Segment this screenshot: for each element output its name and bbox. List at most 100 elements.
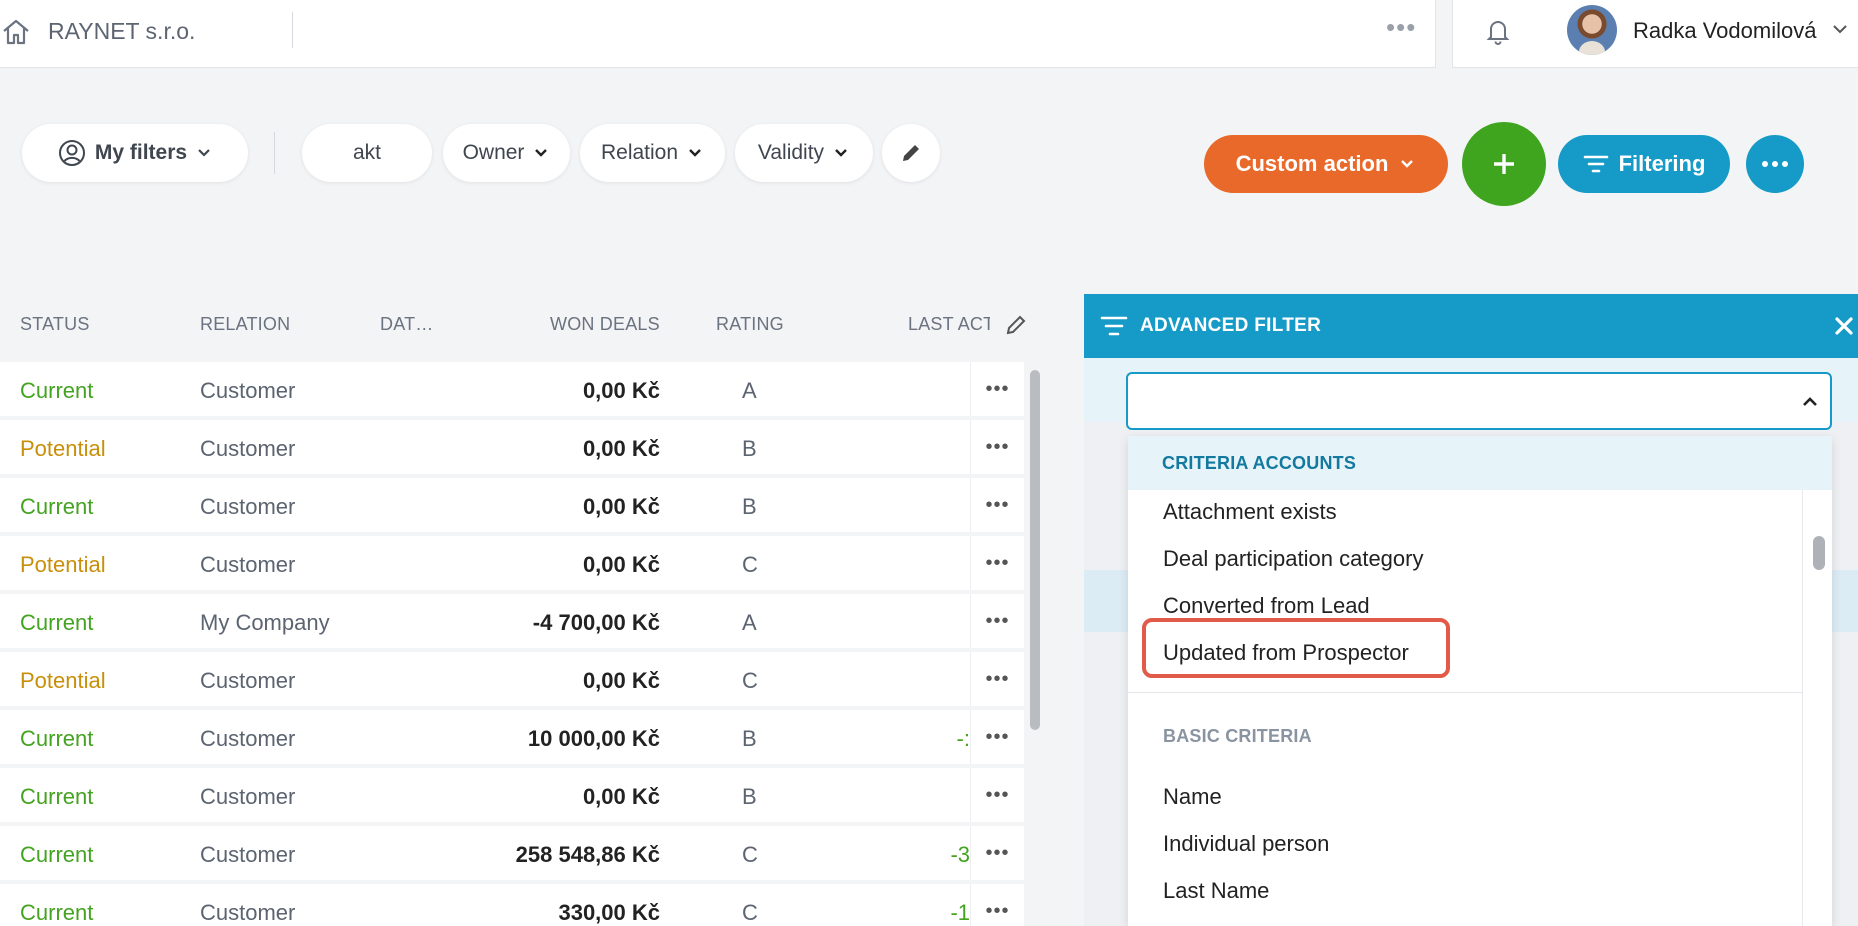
option-individual-person[interactable]: Individual person bbox=[1163, 831, 1330, 856]
column-relation[interactable]: RELATION bbox=[200, 314, 291, 334]
column-rating[interactable]: RATING bbox=[716, 314, 784, 334]
row-more-button[interactable]: ••• bbox=[970, 768, 1024, 822]
won-deals-cell: 0,00 Kč bbox=[582, 378, 660, 403]
rating-cell: A bbox=[742, 378, 757, 403]
divider bbox=[292, 12, 293, 48]
dropdown-scrollbar[interactable] bbox=[1802, 490, 1832, 926]
validity-filter[interactable]: Validity bbox=[735, 124, 873, 182]
last-activity-cell: -1 bbox=[950, 900, 970, 925]
rating-cell: B bbox=[742, 726, 757, 751]
table-row[interactable]: Current Customer 258 548,86 Kč C -3 ••• bbox=[0, 826, 1024, 880]
option-attachment-exists[interactable]: Attachment exists bbox=[1163, 499, 1337, 524]
relation-cell: My Company bbox=[200, 610, 330, 635]
rating-cell: C bbox=[742, 842, 758, 867]
user-bar: Radka Vodomilová bbox=[1452, 0, 1858, 68]
table-row[interactable]: Current Customer 0,00 Kč B ••• bbox=[0, 478, 1024, 532]
won-deals-cell: 10 000,00 Kč bbox=[527, 726, 660, 751]
more-icon bbox=[1762, 161, 1788, 167]
table-row[interactable]: Current My Company -4 700,00 Kč A ••• bbox=[0, 594, 1024, 648]
won-deals-cell: 0,00 Kč bbox=[582, 494, 660, 519]
table-row[interactable]: Potential Customer 0,00 Kč C ••• bbox=[0, 536, 1024, 590]
last-activity-cell: -: bbox=[956, 726, 970, 751]
row-more-button[interactable]: ••• bbox=[970, 362, 1024, 416]
row-more-button[interactable]: ••• bbox=[970, 826, 1024, 880]
option-converted-from-lead[interactable]: Converted from Lead bbox=[1163, 593, 1370, 618]
more-actions-button[interactable] bbox=[1746, 135, 1804, 193]
row-more-button[interactable]: ••• bbox=[970, 652, 1024, 706]
more-icon[interactable]: ••• bbox=[1386, 12, 1417, 42]
avatar[interactable] bbox=[1567, 5, 1617, 55]
edit-filters-button[interactable] bbox=[882, 124, 940, 182]
rating-cell: B bbox=[742, 784, 757, 809]
relation-cell: Customer bbox=[200, 842, 296, 867]
row-more-button[interactable]: ••• bbox=[970, 420, 1024, 474]
criteria-select[interactable] bbox=[1126, 372, 1832, 430]
rating-cell: C bbox=[742, 552, 758, 577]
chevron-down-icon bbox=[1401, 160, 1414, 168]
highlight-box bbox=[1142, 618, 1450, 678]
panel-header: ADVANCED FILTER bbox=[1084, 294, 1858, 358]
table-row[interactable]: Current Customer 10 000,00 Kč B -: ••• bbox=[0, 710, 1024, 764]
row-more-button[interactable]: ••• bbox=[970, 710, 1024, 764]
relation-cell: Customer bbox=[200, 494, 296, 519]
filtering-button[interactable]: Filtering bbox=[1558, 135, 1730, 193]
chevron-down-icon bbox=[835, 149, 847, 157]
table-row[interactable]: Potential Customer 0,00 Kč C ••• bbox=[0, 652, 1024, 706]
chevron-down-icon bbox=[198, 149, 210, 157]
custom-action-button[interactable]: Custom action bbox=[1204, 135, 1448, 193]
relation-cell: Customer bbox=[200, 552, 296, 577]
won-deals-cell: 258 548,86 Kč bbox=[515, 842, 660, 867]
owner-filter[interactable]: Owner bbox=[443, 124, 570, 182]
filter-icon bbox=[1100, 316, 1128, 336]
table-row[interactable]: Current Customer 0,00 Kč A ••• bbox=[0, 362, 1024, 416]
row-more-button[interactable]: ••• bbox=[970, 884, 1024, 926]
option-last-name[interactable]: Last Name bbox=[1163, 878, 1270, 903]
company-name[interactable]: RAYNET s.r.o. bbox=[48, 18, 196, 44]
dropdown-scrollbar-thumb[interactable] bbox=[1813, 536, 1825, 570]
relation-cell: Customer bbox=[200, 900, 296, 925]
row-more-button[interactable]: ••• bbox=[970, 594, 1024, 648]
status-cell: Current bbox=[20, 378, 94, 403]
won-deals-cell: 0,00 Kč bbox=[582, 784, 660, 809]
table-row[interactable]: Potential Customer 0,00 Kč B ••• bbox=[0, 420, 1024, 474]
chevron-down-icon bbox=[689, 149, 701, 157]
row-more-button[interactable]: ••• bbox=[970, 536, 1024, 590]
column-last-activity[interactable]: LAST ACT bbox=[908, 314, 990, 334]
my-filters-button[interactable]: My filters bbox=[22, 124, 248, 182]
add-button[interactable] bbox=[1462, 122, 1546, 206]
chevron-down-icon[interactable] bbox=[1831, 20, 1849, 38]
column-won-deals[interactable]: WON DEALS bbox=[550, 314, 660, 334]
option-updated-from-prospector[interactable]: Updated from Prospector bbox=[1163, 640, 1409, 665]
search-chip[interactable]: akt bbox=[302, 124, 432, 182]
panel-title: ADVANCED FILTER bbox=[1140, 315, 1322, 336]
table-row[interactable]: Current Customer 330,00 Kč C -1 ••• bbox=[0, 884, 1024, 926]
won-deals-cell: -4 700,00 Kč bbox=[532, 610, 660, 635]
table-row[interactable]: Current Customer 0,00 Kč B ••• bbox=[0, 768, 1024, 822]
won-deals-cell: 0,00 Kč bbox=[582, 668, 660, 693]
user-name[interactable]: Radka Vodomilová bbox=[1633, 18, 1817, 43]
rating-cell: C bbox=[742, 668, 758, 693]
filter-icon bbox=[1583, 155, 1608, 173]
option-name[interactable]: Name bbox=[1163, 784, 1222, 809]
relation-cell: Customer bbox=[200, 436, 296, 461]
edit-columns-icon[interactable] bbox=[1004, 313, 1028, 337]
column-date[interactable]: DAT… bbox=[380, 314, 434, 334]
relation-filter[interactable]: Relation bbox=[580, 124, 725, 182]
rating-cell: A bbox=[742, 610, 757, 635]
column-status[interactable]: STATUS bbox=[20, 314, 90, 334]
won-deals-cell: 330,00 Kč bbox=[558, 900, 660, 925]
plus-icon bbox=[1494, 154, 1514, 174]
option-deal-participation-category[interactable]: Deal participation category bbox=[1163, 546, 1424, 571]
chevron-down-icon bbox=[535, 149, 548, 157]
close-icon[interactable] bbox=[1832, 314, 1856, 338]
row-more-button[interactable]: ••• bbox=[970, 478, 1024, 532]
accounts-table: Current Customer 0,00 Kč A ••• Potential… bbox=[0, 362, 1024, 926]
status-cell: Current bbox=[20, 726, 94, 751]
table-scrollbar-thumb[interactable] bbox=[1030, 370, 1040, 730]
chevron-up-icon[interactable] bbox=[1800, 392, 1820, 412]
my-filters-label: My filters bbox=[94, 141, 188, 164]
bell-icon[interactable] bbox=[1483, 16, 1513, 46]
home-icon[interactable] bbox=[0, 16, 32, 48]
status-cell: Current bbox=[20, 610, 94, 635]
divider bbox=[1128, 692, 1802, 693]
